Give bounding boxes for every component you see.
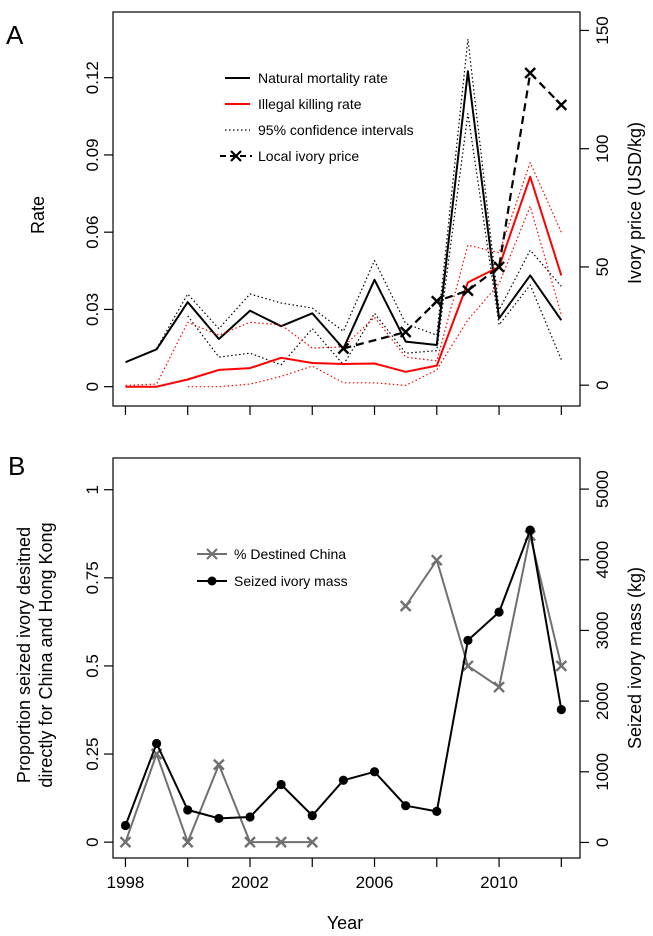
panel-b-point-destined-china <box>119 836 132 848</box>
panel-b-y-tick-label: 1 <box>83 485 102 494</box>
panel-a-label: A <box>6 20 24 50</box>
panel-b-point-destined-china <box>275 836 287 848</box>
panel-a-point-local-ivory-price <box>462 284 474 297</box>
panel-a-y2-axis-label: Ivory price (USD/kg) <box>625 122 645 284</box>
panel-b-y2-tick-label: 3000 <box>593 612 612 650</box>
panel-b-series-line-destined-china <box>124 753 313 844</box>
panel-b-y2-tick-label: 5000 <box>593 470 612 508</box>
panel-a-series-line-natural-mortality-ci-lower <box>187 113 562 366</box>
panel-a-y-tick-label: 0.03 <box>83 293 102 326</box>
panel-b-point-seized-ivory-mass <box>307 810 317 821</box>
panel-a-y-tick-label: 0.12 <box>83 61 102 94</box>
panel-b-point-seized-ivory-mass <box>245 812 255 822</box>
panel-a-point-local-ivory-price <box>337 342 350 355</box>
panel-b-y-tick-label: 0.75 <box>83 561 102 594</box>
panel-a-series-line-natural-mortality-ci-upper <box>156 38 562 349</box>
panel-b-point-seized-ivory-mass <box>276 779 286 790</box>
panel-a: A Rate Ivory price (USD/kg) Natural mort… <box>6 11 645 415</box>
legend-label-ivory-price: Local ivory price <box>258 148 359 164</box>
panel-b-y-tick-label: 0.25 <box>83 737 102 770</box>
panel-b-point-seized-ivory-mass <box>432 806 442 816</box>
panel-b-point-seized-ivory-mass <box>494 607 504 617</box>
panel-a-y-axis-label: Rate <box>28 196 48 234</box>
panel-b-point-destined-china <box>430 554 443 567</box>
panel-a-plot-frame <box>112 11 581 407</box>
panel-b: B Proportion seized ivory desitned direc… <box>8 451 645 933</box>
panel-a-series-line-illegal-killing-rate <box>125 175 563 388</box>
panel-b-point-seized-ivory-mass <box>463 635 473 645</box>
panel-b-x-tick-label: 2002 <box>231 873 269 892</box>
panel-b-legend: % Destined China Seized ivory mass <box>197 546 348 589</box>
panel-a-legend: Natural mortality rate Illegal killing r… <box>220 70 414 164</box>
panel-b-point-seized-ivory-mass <box>338 775 348 785</box>
panel-a-series-line-illegal-killing-ci-upper <box>125 162 562 386</box>
panel-b-y2-tick-label: 2000 <box>593 682 612 720</box>
legend-label-natural-mortality: Natural mortality rate <box>258 70 388 86</box>
panel-a-y-tick-label: 0 <box>83 382 102 391</box>
legend-label-destined-china: % Destined China <box>234 546 346 562</box>
panel-b-point-seized-ivory-mass <box>151 738 162 749</box>
panel-b-point-destined-china <box>244 836 256 848</box>
legend-label-illegal-killing: Illegal killing rate <box>258 96 362 112</box>
panel-a-point-local-ivory-price <box>524 67 537 79</box>
panel-b-point-destined-china <box>181 836 194 848</box>
panel-a-y2-tick-label: 100 <box>593 135 612 163</box>
legend-label-seized-mass: Seized ivory mass <box>234 573 348 589</box>
panel-b-y2-tick-label: 0 <box>593 838 612 847</box>
panel-b-y2-axis-label: Seized ivory mass (kg) <box>625 567 645 749</box>
panel-a-point-local-ivory-price <box>430 295 443 308</box>
legend-marker-destined-china <box>206 548 218 560</box>
panel-b-point-seized-ivory-mass <box>556 704 566 715</box>
panel-b-y-tick-label: 0 <box>83 837 102 846</box>
panel-a-y2-tick-label: 50 <box>593 257 612 276</box>
panel-b-point-destined-china <box>555 660 568 672</box>
panel-b-point-seized-ivory-mass <box>214 813 224 824</box>
panel-a-y-tick-label: 0.09 <box>83 138 102 171</box>
panel-b-point-destined-china <box>306 836 319 848</box>
panel-b-series-line-destined-china <box>404 534 563 689</box>
panel-b-point-seized-ivory-mass <box>401 801 411 811</box>
panel-b-x-axis-label: Year <box>327 913 363 933</box>
panel-b-x-tick-label: 2010 <box>480 873 518 892</box>
panel-b-point-seized-ivory-mass <box>120 820 131 831</box>
legend-marker-ivory-price <box>230 150 242 162</box>
panel-b-plot-frame <box>112 457 581 859</box>
panel-b-point-seized-ivory-mass <box>369 767 380 777</box>
panel-a-point-local-ivory-price <box>399 326 412 338</box>
panel-b-y-tick-label: 0.5 <box>83 654 102 678</box>
panel-b-x-tick-label: 1998 <box>107 873 145 892</box>
panel-a-y2-tick-label: 0 <box>593 380 612 389</box>
panel-b-point-destined-china <box>399 600 412 612</box>
panel-a-series-line-natural-mortality-rate <box>125 70 563 364</box>
panel-b-point-destined-china <box>493 681 505 693</box>
panel-a-point-local-ivory-price <box>555 99 568 111</box>
panel-b-point-destined-china <box>213 758 225 771</box>
panel-a-point-local-ivory-price <box>493 261 505 273</box>
panel-a-y-tick-label: 0.06 <box>83 216 102 249</box>
panel-b-y-axis-label-line-2: directly for China and Hong Kong <box>36 522 56 787</box>
panel-b-label: B <box>8 451 25 481</box>
panel-b-y2-tick-label: 4000 <box>593 541 612 579</box>
panel-b-point-seized-ivory-mass <box>525 525 535 535</box>
panel-b-y2-tick-label: 1000 <box>593 753 612 791</box>
legend-label-confidence-intervals: 95% confidence intervals <box>258 122 414 138</box>
legend-marker-seized-mass <box>207 576 217 586</box>
panel-b-point-seized-ivory-mass <box>183 805 193 815</box>
panel-b-y-axis-label-line-1: Proportion seized ivory desitned <box>14 527 34 783</box>
panel-b-x-tick-label: 2006 <box>356 873 394 892</box>
panel-a-y2-tick-label: 150 <box>593 16 612 44</box>
